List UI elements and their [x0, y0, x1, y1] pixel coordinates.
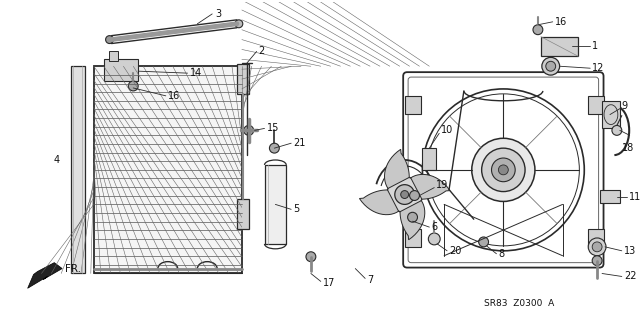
Polygon shape — [400, 201, 425, 240]
Circle shape — [306, 252, 316, 262]
Bar — [602, 101, 620, 129]
Text: 2: 2 — [259, 47, 265, 56]
Text: 6: 6 — [431, 222, 437, 232]
Bar — [94, 66, 242, 273]
Text: 22: 22 — [624, 271, 636, 281]
Text: 5: 5 — [293, 204, 300, 214]
Text: 20: 20 — [449, 246, 461, 256]
Text: 11: 11 — [628, 191, 640, 202]
Circle shape — [401, 190, 408, 198]
Circle shape — [422, 89, 584, 251]
Text: 19: 19 — [436, 180, 449, 190]
Bar — [405, 96, 421, 114]
Circle shape — [106, 36, 113, 43]
Text: 4: 4 — [53, 155, 60, 165]
Text: 13: 13 — [624, 246, 636, 256]
Bar — [541, 37, 579, 56]
Polygon shape — [411, 174, 450, 199]
Text: 16: 16 — [555, 17, 567, 27]
Circle shape — [387, 177, 422, 212]
Polygon shape — [28, 263, 62, 288]
Polygon shape — [360, 190, 399, 215]
Bar — [405, 229, 421, 247]
Circle shape — [492, 158, 515, 182]
Text: 18: 18 — [622, 143, 634, 153]
Text: 7: 7 — [367, 275, 373, 286]
Circle shape — [542, 57, 559, 75]
Text: FR.: FR. — [65, 263, 81, 274]
Circle shape — [408, 212, 417, 222]
Circle shape — [612, 125, 622, 135]
Circle shape — [428, 94, 579, 246]
Text: SR83  Z0300  A: SR83 Z0300 A — [484, 299, 554, 308]
Circle shape — [235, 20, 243, 28]
Circle shape — [128, 81, 138, 91]
Circle shape — [395, 185, 415, 204]
Bar — [264, 165, 286, 244]
FancyBboxPatch shape — [403, 72, 604, 268]
Circle shape — [410, 190, 419, 200]
Circle shape — [482, 148, 525, 192]
Text: 15: 15 — [266, 123, 279, 133]
Circle shape — [269, 143, 279, 153]
Circle shape — [533, 25, 543, 35]
Text: 8: 8 — [499, 249, 504, 259]
Bar — [104, 59, 138, 81]
Text: 17: 17 — [323, 278, 335, 288]
Bar — [600, 189, 620, 204]
Text: 16: 16 — [168, 91, 180, 101]
Circle shape — [479, 237, 488, 247]
FancyBboxPatch shape — [408, 77, 598, 263]
Circle shape — [244, 125, 253, 135]
Bar — [109, 51, 118, 61]
Bar — [71, 66, 85, 273]
Bar — [422, 148, 436, 170]
Bar — [237, 199, 249, 229]
Circle shape — [588, 238, 606, 256]
Text: 9: 9 — [622, 101, 628, 111]
Text: 12: 12 — [592, 63, 605, 73]
Bar — [588, 96, 604, 114]
Bar — [588, 229, 604, 247]
Circle shape — [592, 242, 602, 252]
Text: 14: 14 — [189, 68, 202, 78]
Text: 10: 10 — [441, 125, 453, 135]
Circle shape — [592, 256, 602, 266]
Circle shape — [472, 138, 535, 201]
Text: 1: 1 — [592, 41, 598, 51]
Bar — [237, 64, 249, 94]
Circle shape — [546, 61, 556, 71]
Circle shape — [428, 233, 440, 245]
Text: 21: 21 — [293, 138, 305, 148]
Polygon shape — [385, 149, 409, 189]
Circle shape — [499, 165, 508, 175]
Text: 3: 3 — [215, 9, 221, 19]
